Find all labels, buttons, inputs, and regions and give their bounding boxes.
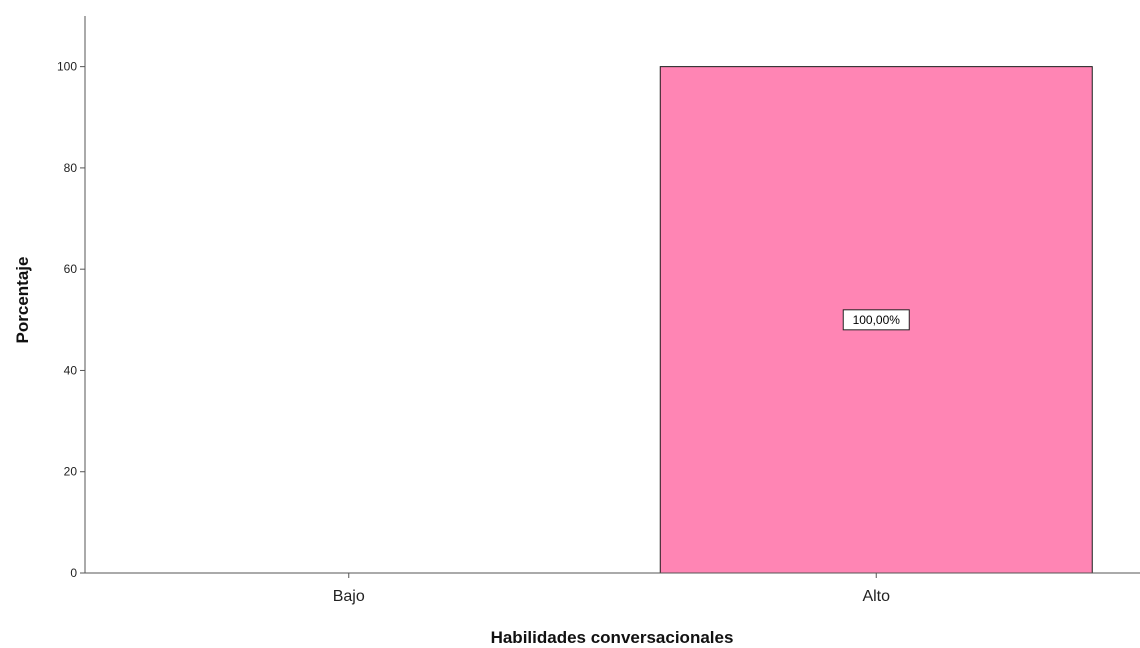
y-tick-label: 80 xyxy=(64,161,78,175)
data-labels-group: 100,00% xyxy=(842,309,910,331)
data-label-alto: 100,00% xyxy=(853,313,901,327)
y-tick-label: 60 xyxy=(64,262,78,276)
x-tick-label-bajo: Bajo xyxy=(333,588,365,605)
y-tick-label: 20 xyxy=(64,465,78,479)
y-tick-label: 0 xyxy=(70,566,77,580)
y-axis-title: Porcentaje xyxy=(13,257,32,344)
x-axis-title: Habilidades conversacionales xyxy=(491,628,734,647)
y-axis-ticks: 0 20 40 60 80 100 xyxy=(57,60,85,580)
x-tick-label-alto: Alto xyxy=(862,588,890,605)
y-tick-label: 40 xyxy=(64,363,78,377)
data-label-box-alto xyxy=(842,309,910,331)
x-axis-ticks: Bajo Alto xyxy=(333,573,890,605)
y-tick-label: 100 xyxy=(57,60,77,74)
